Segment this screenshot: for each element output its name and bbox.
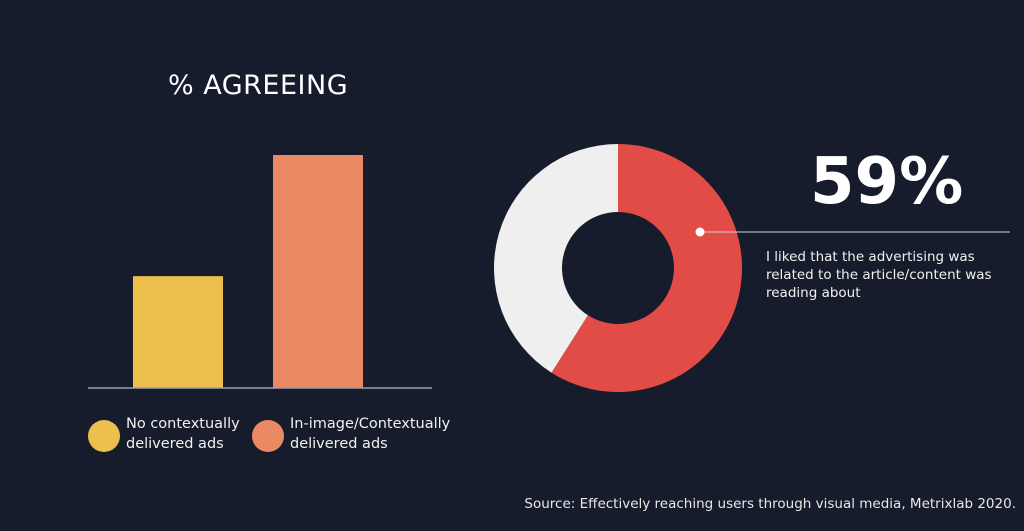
bar-chart [88, 155, 432, 389]
legend-label: No contextually delivered ads [126, 416, 240, 452]
legend-label: In-image/Contextually delivered ads [290, 416, 451, 452]
source-note: Source: Effectively reaching users throu… [524, 496, 1016, 512]
bar-1 [133, 276, 223, 388]
donut-chart [494, 144, 1010, 392]
chart-title: % AGREEING [168, 70, 349, 101]
legend-swatch [252, 420, 284, 452]
legend-item-no-contextual: No contextually delivered ads [88, 414, 266, 454]
legend-item-contextual: In-image/Contextually delivered ads [252, 414, 470, 454]
donut-slice-1 [551, 144, 742, 392]
donut-annotation: I liked that the advertising was related… [766, 249, 992, 301]
donut-value-label: 59% [810, 145, 964, 219]
callout-dot [695, 227, 705, 237]
bar-2 [273, 155, 363, 388]
legend-swatch [88, 420, 120, 452]
donut-slice-2 [494, 144, 618, 373]
